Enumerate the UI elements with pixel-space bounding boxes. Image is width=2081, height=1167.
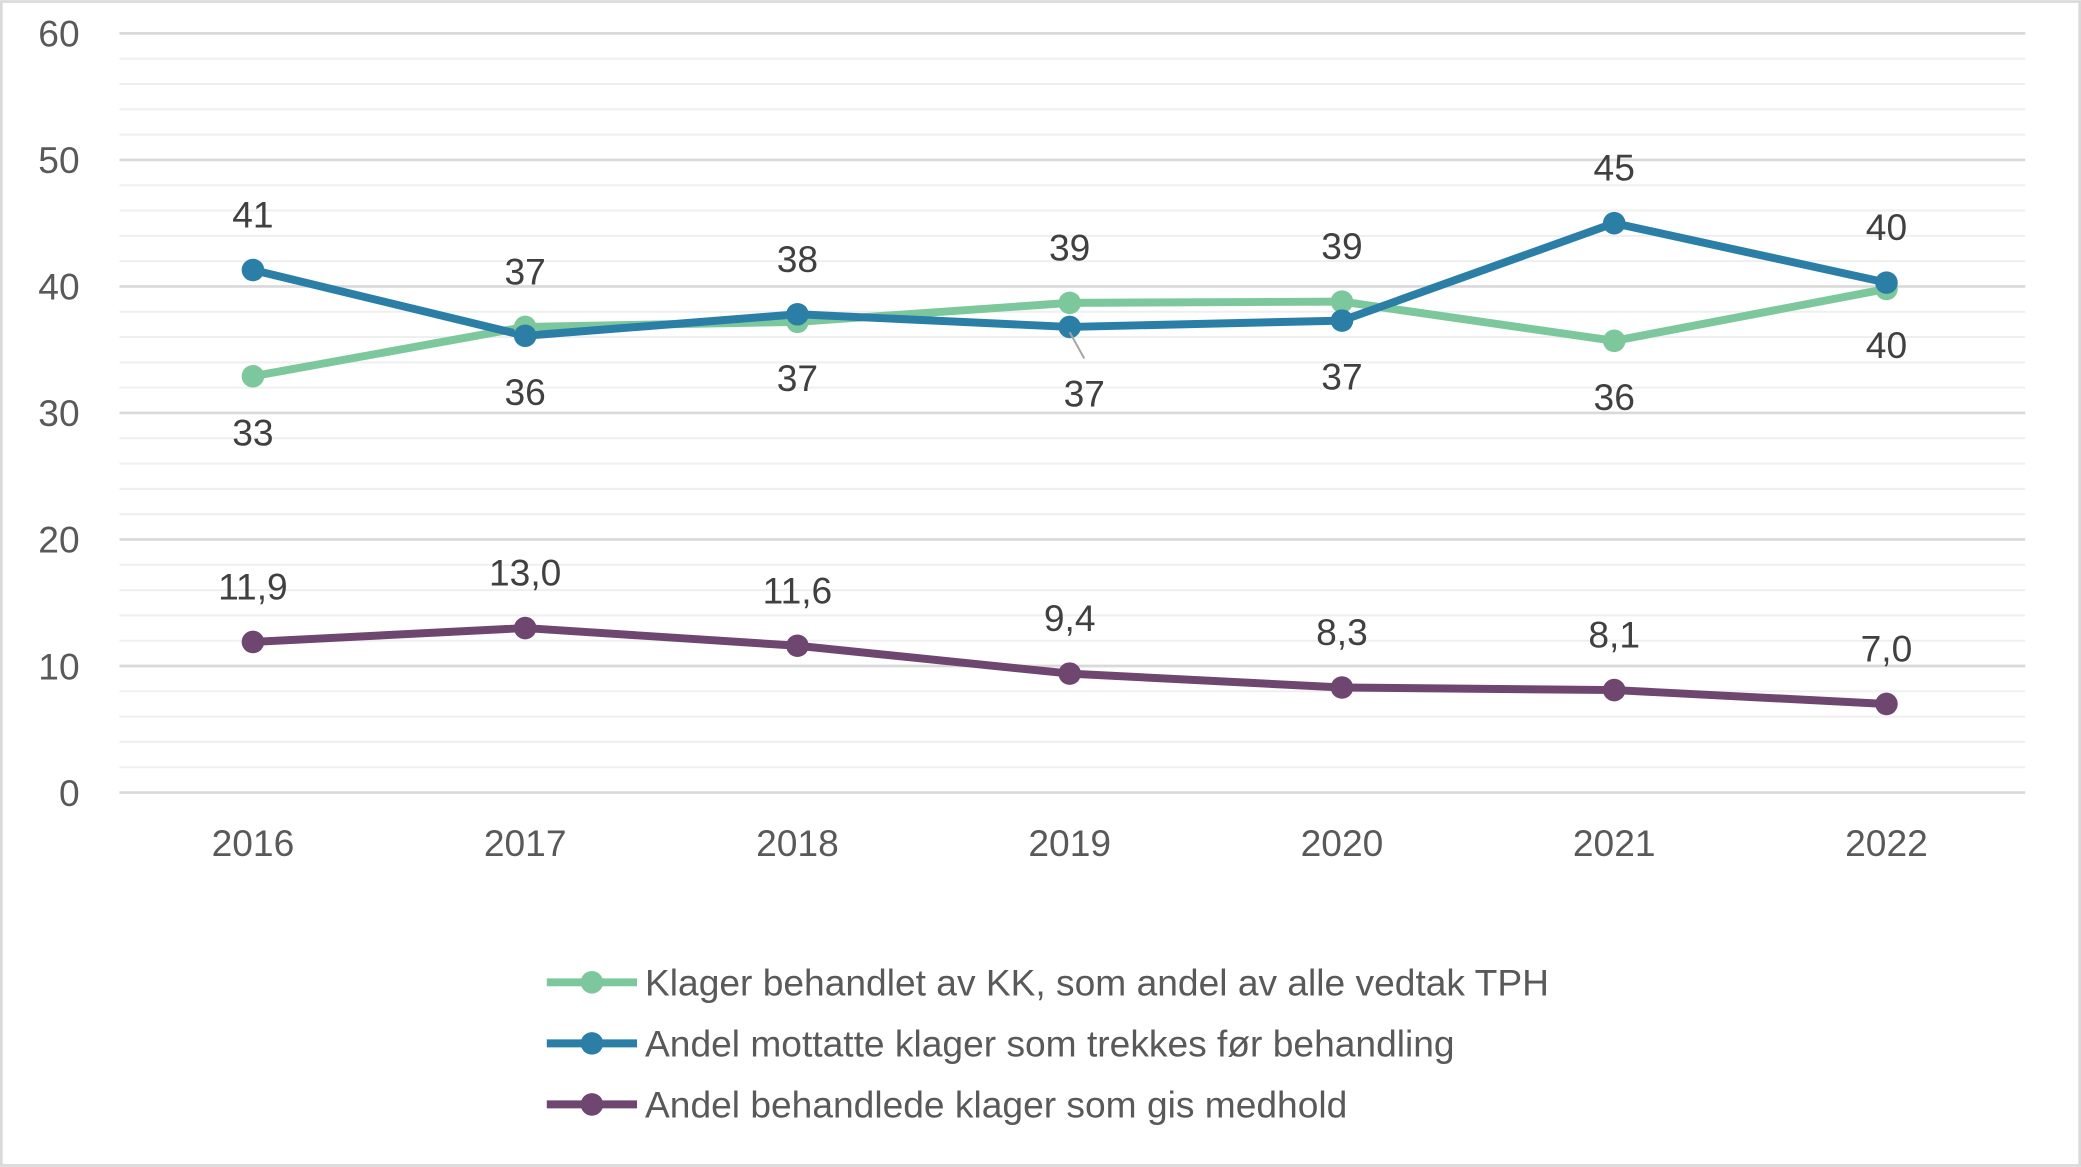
- data-label: 45: [1594, 147, 1635, 189]
- data-label: 41: [232, 194, 273, 236]
- y-tick-label: 50: [38, 139, 79, 181]
- data-point: [513, 616, 537, 640]
- legend-marker-icon: [580, 971, 604, 994]
- y-tick-label: 10: [38, 645, 79, 687]
- y-tick-label: 0: [59, 772, 80, 814]
- data-labels: 33 37 37 39 39 36 40 41 36 38 37 37 45 40 11,9 13,0 11,6…: [218, 147, 1912, 670]
- y-tick-label: 30: [38, 392, 79, 434]
- data-point: [1058, 291, 1081, 315]
- data-point: [1330, 309, 1354, 332]
- data-point: [241, 258, 265, 282]
- x-tick-label: 2021: [1573, 822, 1656, 864]
- x-tick-label: 2017: [484, 822, 567, 864]
- data-label: 36: [505, 371, 546, 413]
- data-label: 38: [777, 238, 818, 280]
- data-label: 8,3: [1316, 611, 1368, 653]
- y-tick-label: 40: [38, 266, 79, 308]
- data-point: [786, 302, 809, 326]
- data-label: 37: [777, 357, 818, 399]
- data-point: [1058, 315, 1081, 339]
- data-label: 40: [1866, 206, 1907, 248]
- data-label: 8,1: [1588, 614, 1640, 656]
- legend-item: Andel behandlede klager som gis medhold: [546, 1084, 1347, 1126]
- data-point: [1602, 329, 1626, 353]
- data-point: [1602, 211, 1626, 235]
- data-label: 7,0: [1861, 627, 1913, 669]
- data-point: [1330, 676, 1354, 699]
- data-label: 9,4: [1044, 597, 1096, 639]
- data-point: [1602, 678, 1626, 702]
- legend-label: Klager behandlet av KK, som andel av all…: [645, 962, 1549, 1004]
- data-label: 37: [505, 250, 546, 292]
- data-point: [1058, 662, 1081, 685]
- legend-item: Andel mottatte klager som trekkes før be…: [546, 1023, 1455, 1065]
- legend-marker-icon: [580, 1032, 604, 1055]
- legend-label: Andel behandlede klager som gis medhold: [645, 1084, 1347, 1126]
- data-label: 13,0: [489, 552, 561, 594]
- x-tick-label: 2020: [1301, 822, 1384, 864]
- data-label: 11,9: [218, 565, 288, 607]
- data-label: 36: [1594, 376, 1635, 418]
- data-label: 40: [1866, 324, 1907, 366]
- data-point: [1875, 692, 1898, 716]
- y-tick-label: 20: [38, 519, 79, 561]
- data-label: 11,6: [763, 569, 833, 611]
- label-leader-line: [1068, 331, 1086, 360]
- data-label: 39: [1049, 226, 1090, 268]
- data-point: [241, 630, 265, 654]
- data-label: 37: [1321, 356, 1362, 398]
- data-label: 39: [1321, 225, 1362, 267]
- x-axis: 2016 2017 2018 2019 2020 2021 2022: [212, 822, 1928, 864]
- x-tick-label: 2018: [756, 822, 839, 864]
- legend-marker-icon: [580, 1093, 604, 1116]
- legend: Klager behandlet av KK, som andel av all…: [546, 962, 1549, 1126]
- data-label: 33: [232, 411, 273, 453]
- x-tick-label: 2016: [212, 822, 295, 864]
- y-axis: 0 10 20 30 40 50 60: [38, 13, 79, 814]
- data-point: [1875, 271, 1898, 294]
- data-label: 37: [1064, 373, 1105, 415]
- x-tick-label: 2019: [1028, 822, 1111, 864]
- legend-label: Andel mottatte klager som trekkes før be…: [645, 1023, 1455, 1065]
- series-group: [241, 211, 1898, 716]
- data-point: [513, 324, 537, 348]
- y-tick-label: 60: [38, 13, 79, 55]
- x-tick-label: 2022: [1845, 822, 1928, 864]
- data-point: [786, 634, 809, 658]
- legend-item: Klager behandlet av KK, som andel av all…: [546, 962, 1549, 1004]
- data-point: [1330, 290, 1354, 313]
- data-point: [241, 364, 265, 388]
